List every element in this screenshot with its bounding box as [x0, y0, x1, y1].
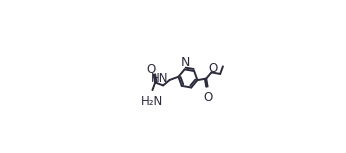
Text: N: N — [180, 56, 190, 69]
Text: H₂N: H₂N — [141, 95, 163, 108]
Text: O: O — [146, 63, 155, 76]
Text: O: O — [209, 62, 218, 75]
Text: O: O — [203, 91, 213, 104]
Text: HN: HN — [151, 72, 168, 85]
